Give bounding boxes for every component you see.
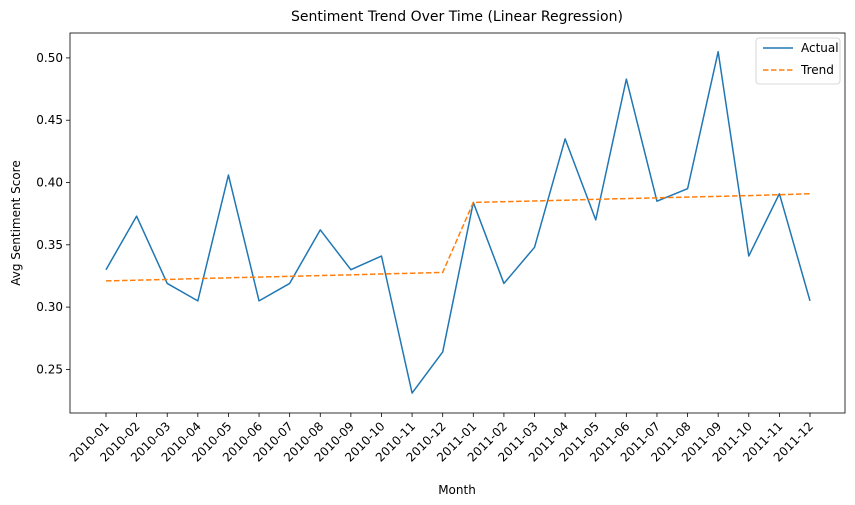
y-tick-label: 0.35	[36, 238, 63, 252]
x-axis-label: Month	[438, 483, 476, 497]
chart-title: Sentiment Trend Over Time (Linear Regres…	[291, 9, 623, 25]
y-tick-label: 0.45	[36, 113, 63, 127]
legend-box	[755, 37, 841, 85]
y-tick-label: 0.30	[36, 300, 63, 314]
y-axis-label: Avg Sentiment Score	[9, 160, 23, 286]
legend-label-actual: Actual	[801, 41, 839, 55]
series-line-trend	[105, 192, 811, 282]
series-line-actual	[105, 50, 811, 394]
legend-label-trend: Trend	[800, 63, 834, 77]
y-tick-label: 0.50	[36, 51, 63, 65]
y-tick-label: 0.25	[36, 362, 63, 376]
y-tick-label: 0.40	[36, 176, 63, 190]
legend: Actual Trend	[755, 37, 841, 85]
plot-frame	[69, 32, 846, 414]
